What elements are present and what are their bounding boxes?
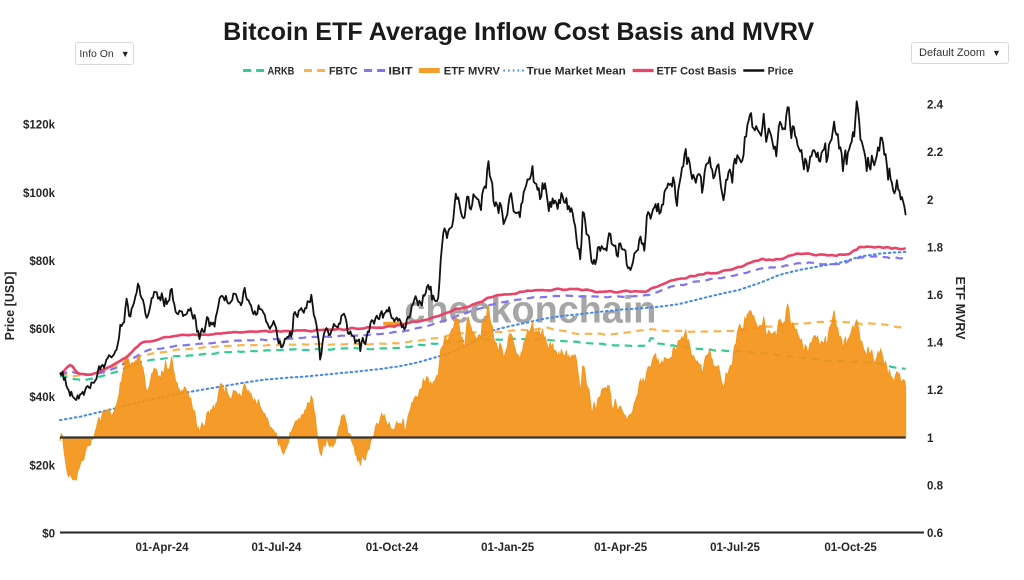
svg-text:checkonchain: checkonchain xyxy=(404,290,656,332)
svg-text:1.4: 1.4 xyxy=(927,338,944,350)
svg-text:2.4: 2.4 xyxy=(927,100,944,112)
svg-text:IBIT: IBIT xyxy=(388,66,412,78)
svg-text:0.6: 0.6 xyxy=(927,528,943,540)
svg-text:True Market Mean: True Market Mean xyxy=(527,66,626,78)
svg-text:1.2: 1.2 xyxy=(927,385,943,397)
svg-text:$60k: $60k xyxy=(29,324,55,336)
svg-text:Price: Price xyxy=(768,66,794,78)
svg-text:01-Oct-25: 01-Oct-25 xyxy=(824,542,877,554)
svg-text:1.6: 1.6 xyxy=(927,290,943,302)
svg-text:1.8: 1.8 xyxy=(927,242,944,254)
svg-text:ARKB: ARKB xyxy=(268,66,295,78)
svg-text:$120k: $120k xyxy=(23,120,56,132)
svg-text:01-Apr-25: 01-Apr-25 xyxy=(594,542,648,554)
svg-text:ETF MVRV: ETF MVRV xyxy=(444,66,501,78)
svg-text:ETF Cost Basis: ETF Cost Basis xyxy=(657,66,737,78)
svg-text:0.8: 0.8 xyxy=(927,480,944,492)
svg-text:Bitcoin ETF Average Inflow Cos: Bitcoin ETF Average Inflow Cost Basis an… xyxy=(223,18,814,46)
svg-text:01-Oct-24: 01-Oct-24 xyxy=(366,542,419,554)
svg-text:$40k: $40k xyxy=(29,392,55,404)
svg-text:01-Jan-25: 01-Jan-25 xyxy=(481,542,535,554)
svg-text:$80k: $80k xyxy=(29,256,55,268)
svg-text:1: 1 xyxy=(927,433,934,445)
svg-text:Price [USD]: Price [USD] xyxy=(3,272,17,341)
svg-text:01-Jul-25: 01-Jul-25 xyxy=(710,542,760,554)
svg-text:FBTC: FBTC xyxy=(329,66,358,78)
svg-text:$100k: $100k xyxy=(23,188,56,200)
svg-text:01-Jul-24: 01-Jul-24 xyxy=(251,542,301,554)
svg-text:$0: $0 xyxy=(42,529,55,541)
svg-text:$20k: $20k xyxy=(29,460,55,472)
svg-text:2: 2 xyxy=(927,195,933,207)
svg-text:ETF MVRV: ETF MVRV xyxy=(953,277,967,341)
svg-text:2.2: 2.2 xyxy=(927,147,943,159)
svg-text:01-Apr-24: 01-Apr-24 xyxy=(135,542,189,554)
